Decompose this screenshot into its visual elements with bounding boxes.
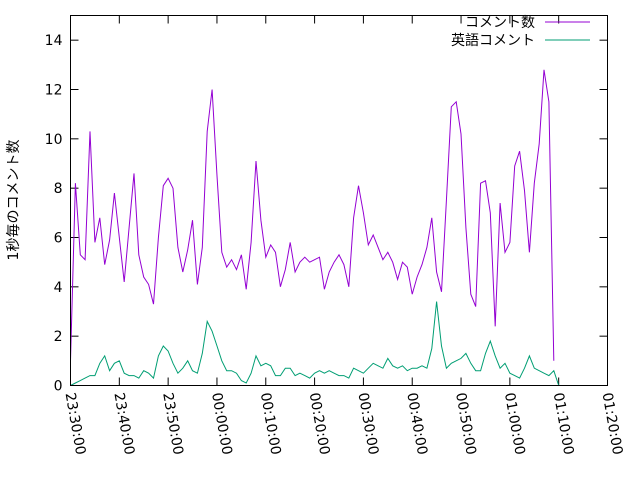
series-line-0 bbox=[70, 69, 555, 361]
plot-frame bbox=[70, 15, 608, 386]
y-tick-label: 6 bbox=[54, 231, 63, 247]
x-tick-label: 00:10:00 bbox=[257, 391, 284, 456]
x-tick-label: 01:10:00 bbox=[550, 391, 577, 456]
legend-label-1: 英語コメント bbox=[451, 32, 535, 49]
legend-label-0: コメント数 bbox=[465, 15, 535, 31]
x-tick-label: 00:20:00 bbox=[306, 391, 333, 456]
y-tick-label: 8 bbox=[54, 181, 63, 197]
x-tick-label: 00:30:00 bbox=[354, 391, 381, 456]
y-tick-label: 10 bbox=[45, 132, 63, 148]
series-line-1 bbox=[70, 301, 560, 386]
y-tick-label: 2 bbox=[54, 329, 63, 345]
y-tick-label: 14 bbox=[45, 33, 63, 49]
y-axis-label: 1秒毎のコメント数 bbox=[6, 140, 22, 261]
x-tick-label: 23:40:00 bbox=[110, 391, 137, 456]
x-tick-label: 01:00:00 bbox=[501, 391, 528, 456]
axis-ticks: 0 2 4 6 8 10 12 14 23:30:00 23:40:00 23:50:00 00:00… bbox=[45, 15, 626, 456]
y-tick-label: 12 bbox=[45, 83, 63, 99]
y-tick-label: 0 bbox=[54, 379, 63, 395]
x-tick-label: 01:20:00 bbox=[599, 391, 626, 456]
series-lines bbox=[70, 69, 560, 386]
x-tick-label: 00:40:00 bbox=[403, 391, 430, 456]
x-tick-label: 23:30:00 bbox=[62, 391, 89, 456]
x-tick-label: 00:00:00 bbox=[208, 391, 235, 456]
x-tick-label: 00:50:00 bbox=[452, 391, 479, 456]
y-tick-label: 4 bbox=[54, 280, 63, 296]
x-tick-label: 23:50:00 bbox=[159, 391, 186, 456]
